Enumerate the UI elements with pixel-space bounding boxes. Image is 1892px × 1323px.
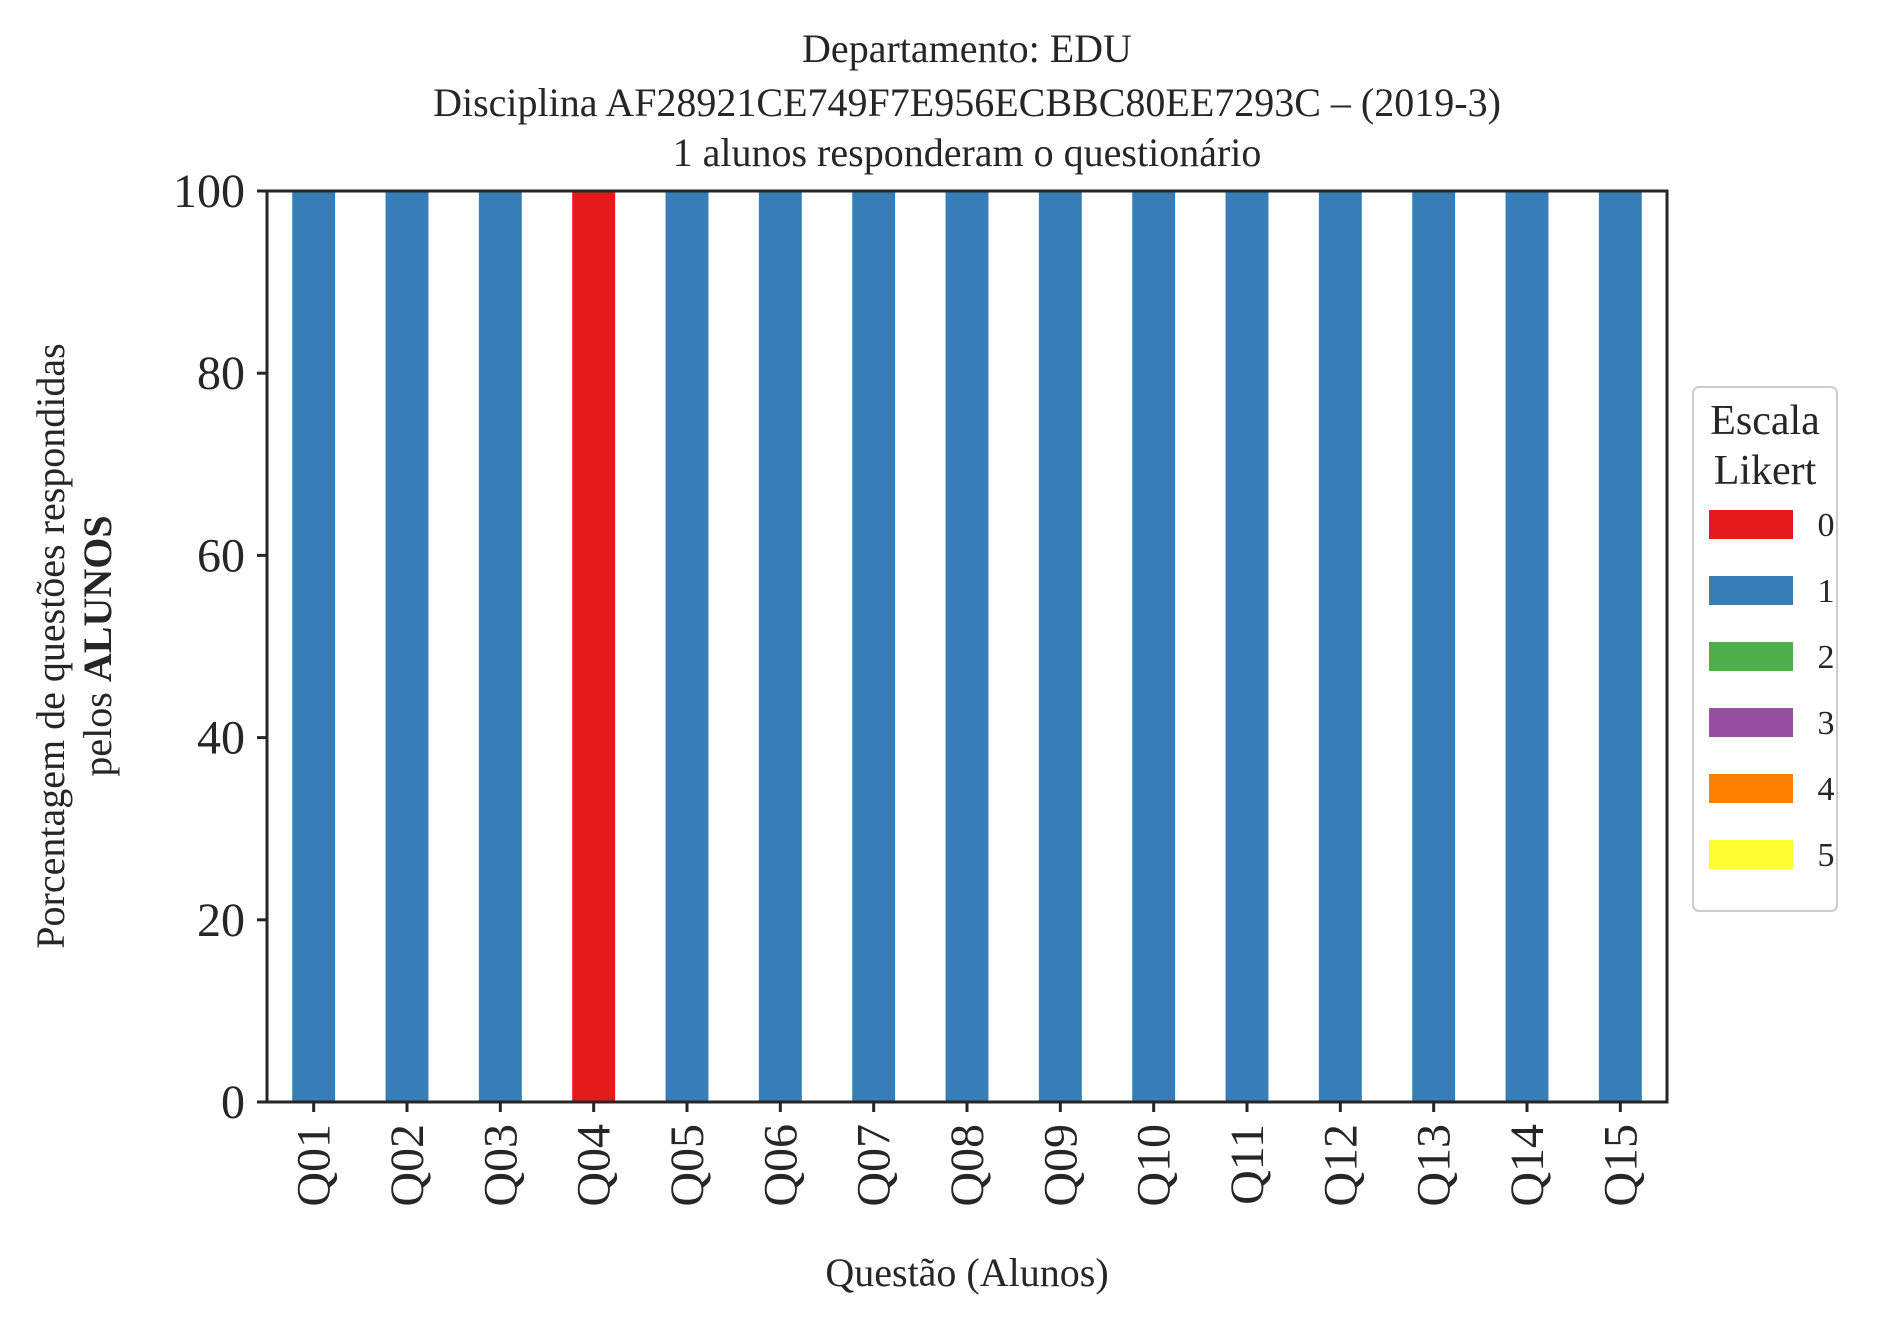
x-axis-label: Questão (Alunos)	[825, 1250, 1108, 1295]
legend-title-line2: Likert	[1714, 448, 1817, 494]
y-axis-label: Porcentagem de questões respondidas pelo…	[28, 343, 120, 948]
legend-swatch-4	[1709, 774, 1793, 803]
legend-label-2: 2	[1818, 639, 1835, 676]
y-tick-label: 80	[197, 347, 245, 400]
y-axis-label-prefix: pelos	[75, 682, 120, 776]
x-tick-label: Q03	[474, 1124, 527, 1207]
bar-q12-scale-1	[1318, 191, 1362, 1102]
x-tick-label: Q12	[1314, 1124, 1367, 1207]
bar-q15-scale-1	[1598, 191, 1642, 1102]
x-tick-label: Q11	[1221, 1124, 1274, 1205]
bar-q14-scale-1	[1505, 191, 1549, 1102]
legend-swatch-1	[1709, 576, 1793, 605]
x-tick-label: Q13	[1408, 1124, 1461, 1207]
legend-label-1: 1	[1818, 573, 1835, 610]
x-tick-label: Q01	[288, 1124, 341, 1207]
y-axis-label-line1: Porcentagem de questões respondidas	[28, 343, 73, 948]
legend-swatch-0	[1709, 510, 1793, 539]
legend-label-3: 3	[1818, 705, 1835, 742]
x-tick-label: Q08	[941, 1124, 994, 1207]
y-tick-label: 20	[197, 894, 245, 947]
bar-q02-scale-1	[385, 191, 429, 1102]
x-tick-label: Q09	[1034, 1124, 1087, 1207]
x-tick-label: Q04	[568, 1124, 621, 1207]
x-tick-label: Q14	[1501, 1124, 1554, 1207]
legend-label-0: 0	[1818, 507, 1835, 544]
legend-label-4: 4	[1818, 771, 1835, 808]
x-tick-label: Q02	[381, 1124, 434, 1207]
bar-q13-scale-1	[1412, 191, 1456, 1102]
y-tick-label: 0	[221, 1076, 245, 1129]
x-tick-label: Q05	[661, 1124, 714, 1207]
y-axis-ticks: 0 20 40 60 80 100	[173, 165, 267, 1129]
bar-q06-scale-1	[758, 191, 802, 1102]
legend-swatch-3	[1709, 708, 1793, 737]
legend-items: 0 1 2 3 4 5	[1709, 507, 1835, 874]
legend: Escala Likert 0 1 2 3 4 5	[1692, 386, 1838, 912]
bar-q04-scale-0	[572, 191, 616, 1102]
bar-q09-scale-1	[1038, 191, 1082, 1102]
legend-swatch-5	[1709, 840, 1793, 869]
legend-title-line1: Escala	[1710, 398, 1820, 444]
y-tick-label: 100	[173, 165, 245, 218]
x-tick-label: Q07	[848, 1124, 901, 1207]
legend-label-5: 5	[1818, 837, 1835, 874]
legend-swatch-2	[1709, 642, 1793, 671]
y-tick-label: 40	[197, 712, 245, 765]
y-tick-label: 60	[197, 529, 245, 582]
bar-q05-scale-1	[665, 191, 709, 1102]
bar-q10-scale-1	[1132, 191, 1176, 1102]
x-tick-label: Q15	[1594, 1124, 1647, 1207]
x-tick-label: Q06	[754, 1124, 807, 1207]
title-line-department: Departamento: EDU	[802, 26, 1132, 71]
bar-q08-scale-1	[945, 191, 989, 1102]
x-tick-label: Q10	[1128, 1124, 1181, 1207]
bars-layer	[292, 191, 1642, 1102]
y-axis-label-line2: pelos ALUNOS	[75, 515, 120, 776]
chart-title: Departamento: EDU Disciplina AF28921CE74…	[433, 26, 1501, 175]
title-line-discipline: Disciplina AF28921CE749F7E956ECBBC80EE72…	[433, 80, 1501, 125]
bar-q07-scale-1	[852, 191, 896, 1102]
bar-q03-scale-1	[478, 191, 522, 1102]
x-axis-ticks: Q01 Q02 Q03 Q04 Q05 Q06 Q07 Q08 Q09 Q10 Q11 Q12 Q13 Q…	[288, 1102, 1647, 1207]
y-axis-label-bold: ALUNOS	[75, 515, 120, 682]
title-line-respondents: 1 alunos responderam o questionário	[673, 130, 1262, 175]
bar-q01-scale-1	[292, 191, 336, 1102]
bar-q11-scale-1	[1225, 191, 1269, 1102]
